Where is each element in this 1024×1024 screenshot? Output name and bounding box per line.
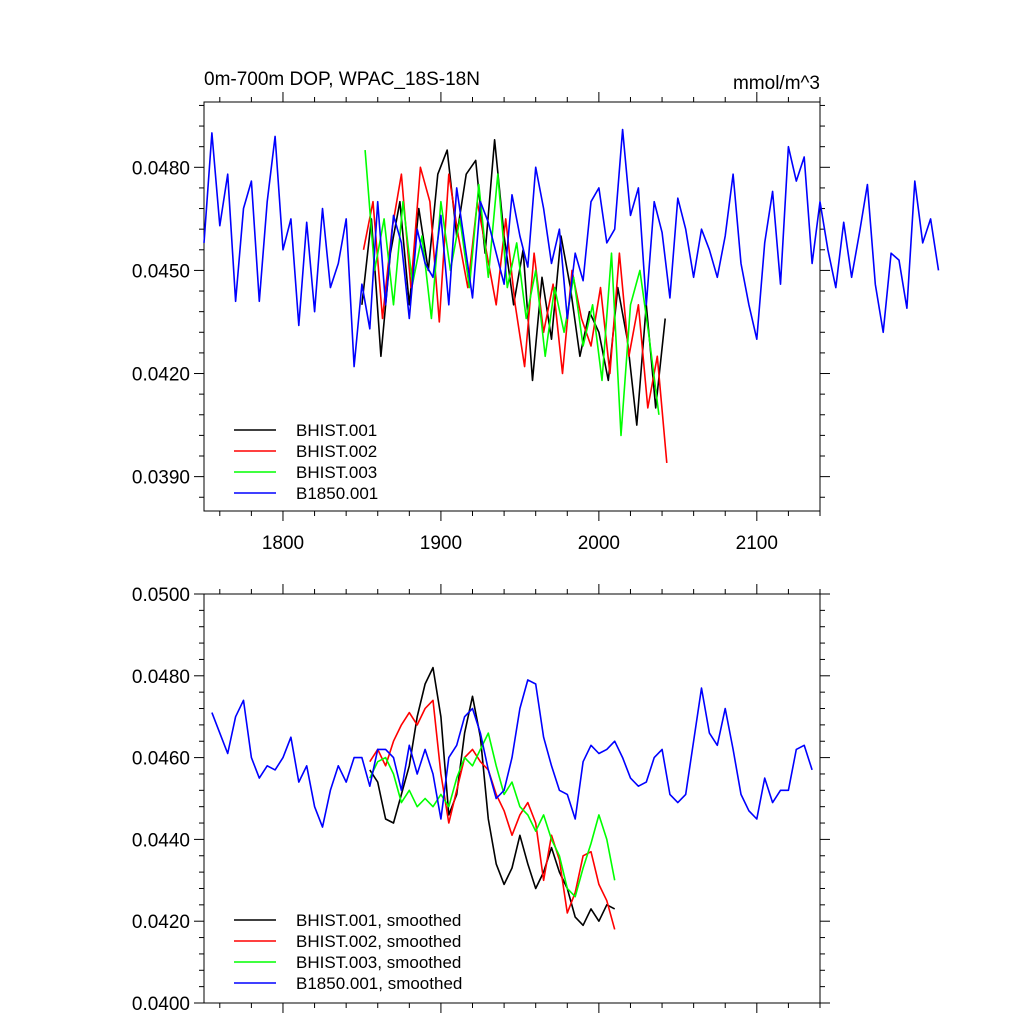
- y-tick-label: 0.0480: [132, 158, 190, 179]
- plot-frame: [203, 593, 821, 1004]
- y-tick-label: 0.0400: [132, 994, 190, 1015]
- y-tick-label: 0.0480: [132, 667, 190, 688]
- x-tick-label: 1900: [420, 533, 462, 554]
- series-line-bhist-002: [362, 166, 668, 463]
- chart-title: 0m-700m DOP, WPAC_18S-18N: [204, 69, 480, 90]
- x-tick-label: 1800: [262, 533, 304, 554]
- y-tick-label: 0.0420: [132, 912, 190, 933]
- legend-label: BHIST.003, smoothed: [296, 953, 461, 972]
- legend-label: BHIST.002: [296, 442, 377, 461]
- series-line-bhist-003-smoothed: [369, 732, 616, 898]
- series-line-bhist-002-smoothed: [369, 699, 616, 930]
- legend-label: BHIST.003: [296, 463, 377, 482]
- x-tick-label: 2000: [578, 533, 620, 554]
- legend-label: BHIST.001, smoothed: [296, 911, 461, 930]
- series-line-bhist-001: [361, 139, 666, 426]
- y-tick-label: 0.0420: [132, 365, 190, 386]
- legend-label: BHIST.001: [296, 421, 377, 440]
- bottom-plot-area: 0.0400 0.0420 0.0440 0.0460 0.0480 0.0500 BHIS…: [132, 584, 830, 1015]
- series-line-b1850-001: [203, 128, 940, 368]
- legend-label: B1850.001, smoothed: [296, 974, 462, 993]
- top-plot-area: 1800 1900 2000 2100 0.0390 0.0420 0.0450 0.0480…: [132, 92, 940, 554]
- legend-label: B1850.001: [296, 484, 378, 503]
- y-tick-label: 0.0390: [132, 468, 190, 489]
- y-tick-label: 0.0450: [132, 261, 190, 282]
- plot-frame: [203, 101, 821, 512]
- legend-label: BHIST.002, smoothed: [296, 932, 461, 951]
- y-tick-label: 0.0460: [132, 749, 190, 770]
- x-tick-label: 2100: [736, 533, 778, 554]
- units-label: mmol/m^3: [733, 73, 820, 94]
- y-tick-label: 0.0440: [132, 830, 190, 851]
- series-line-bhist-001-smoothed: [369, 666, 616, 927]
- series-line-bhist-003: [364, 150, 660, 437]
- y-tick-label: 0.0500: [132, 585, 190, 606]
- series-line-b1850-001-smoothed: [211, 679, 813, 828]
